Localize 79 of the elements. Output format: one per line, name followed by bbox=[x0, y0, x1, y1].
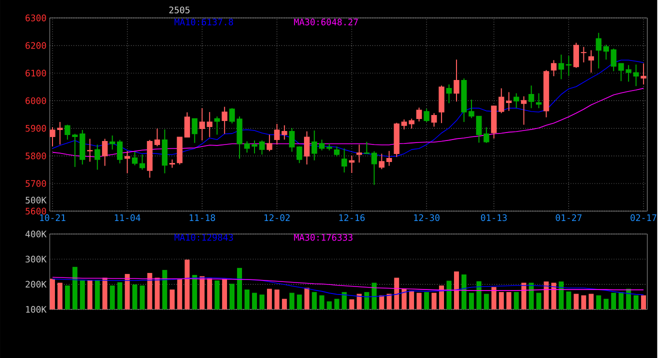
candlestick bbox=[378, 152, 384, 170]
candlestick bbox=[364, 141, 370, 154]
candlestick bbox=[319, 138, 325, 151]
y-tick-label: 400K bbox=[25, 230, 47, 238]
candlestick bbox=[596, 32, 602, 69]
x-tick-label: 12-02 bbox=[264, 214, 290, 221]
candlestick bbox=[274, 123, 280, 145]
y-tick-label: 300K bbox=[26, 256, 47, 262]
candlestick bbox=[580, 46, 586, 63]
candlestick bbox=[206, 111, 212, 138]
candlestick bbox=[334, 146, 340, 157]
candlestick bbox=[199, 107, 205, 141]
text: MA30:176333 bbox=[294, 234, 352, 241]
candlestick bbox=[514, 92, 520, 108]
candlestick bbox=[132, 151, 138, 166]
candlestick bbox=[154, 128, 160, 147]
candlestick bbox=[94, 144, 100, 170]
candlestick bbox=[124, 150, 130, 174]
x-tick-label: 11-04 bbox=[114, 214, 140, 221]
x-tick-label: 10-21 bbox=[40, 214, 66, 221]
y-tick-label: 6300 bbox=[26, 14, 46, 22]
candlestick bbox=[528, 84, 534, 108]
candlestick bbox=[401, 118, 407, 130]
y-tick-label: 200K bbox=[26, 280, 47, 288]
x-tick-label: 01-13 bbox=[480, 214, 507, 221]
candlestick bbox=[296, 146, 302, 164]
text: MA30:6048.27 bbox=[294, 18, 358, 26]
candlestick bbox=[640, 62, 646, 85]
candlestick bbox=[603, 44, 609, 60]
x-tick-label: 12-16 bbox=[339, 214, 365, 221]
x-tick-label: 12-30 bbox=[414, 214, 440, 221]
candlestick bbox=[214, 116, 220, 135]
candlestick bbox=[341, 148, 348, 173]
chart-title: 2505 bbox=[169, 6, 190, 14]
candlestick bbox=[386, 150, 392, 166]
y-tick-label: 6000 bbox=[26, 97, 46, 104]
candlestick bbox=[506, 91, 512, 112]
candlestick bbox=[184, 112, 190, 138]
candlestick bbox=[192, 118, 198, 144]
candlestick bbox=[371, 150, 378, 186]
candlestick bbox=[498, 88, 504, 114]
candlestick bbox=[566, 55, 572, 76]
x-tick-label: 11-18 bbox=[190, 214, 216, 221]
x-tick-label: 01-27 bbox=[556, 214, 582, 221]
candlestick bbox=[408, 118, 414, 129]
candlestick bbox=[416, 106, 422, 122]
y-tick-label: 100K bbox=[26, 306, 47, 313]
candlestick bbox=[521, 96, 527, 125]
candlestick bbox=[446, 84, 452, 104]
candlestick bbox=[431, 112, 437, 127]
candlestick bbox=[558, 54, 564, 80]
text: MA10:129843 bbox=[174, 234, 233, 241]
candlestick bbox=[282, 124, 288, 140]
text: 500K bbox=[26, 196, 47, 204]
y-tick-label: 5900 bbox=[26, 124, 46, 132]
candlestick bbox=[356, 144, 362, 163]
candlestick bbox=[222, 106, 228, 134]
candlestick bbox=[87, 138, 93, 162]
text: MA10:6137.8 bbox=[174, 18, 234, 26]
candlestick bbox=[304, 130, 310, 165]
candlestick bbox=[289, 127, 295, 152]
candlestick bbox=[610, 48, 616, 72]
candlestick bbox=[454, 58, 460, 102]
candlestick bbox=[424, 108, 430, 122]
y-tick-label: 5800 bbox=[26, 152, 46, 160]
candlestick bbox=[139, 154, 146, 170]
candlestick bbox=[312, 130, 318, 161]
x-tick-label: 02-17 bbox=[630, 214, 656, 221]
y-tick-label: 5600 bbox=[26, 207, 46, 214]
y-tick-label: 5700 bbox=[26, 180, 46, 187]
y-tick-label: 6200 bbox=[26, 42, 46, 49]
candlestick bbox=[102, 138, 108, 166]
candlestick bbox=[110, 134, 116, 150]
candlestick bbox=[573, 42, 580, 68]
candlestick bbox=[550, 59, 557, 76]
candlestick bbox=[588, 49, 594, 73]
candlestick bbox=[266, 134, 272, 152]
candlestick bbox=[117, 139, 123, 164]
y-tick-label: 6100 bbox=[26, 70, 46, 76]
